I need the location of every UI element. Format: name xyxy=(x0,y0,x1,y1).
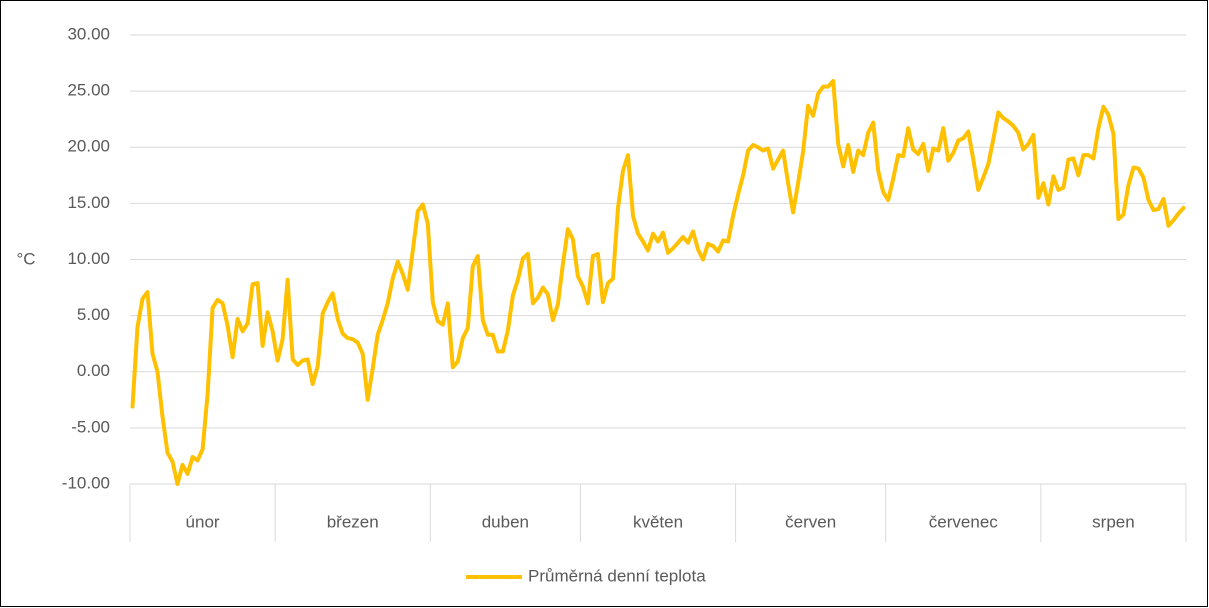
y-tick-label: 10.00 xyxy=(67,249,110,268)
y-tick-label: 30.00 xyxy=(67,24,110,43)
x-tick-label: březen xyxy=(327,512,379,531)
y-tick-label: 5.00 xyxy=(77,305,110,324)
x-tick-label: únor xyxy=(186,512,220,531)
y-tick-label: 25.00 xyxy=(67,81,110,100)
x-tick-label: srpen xyxy=(1092,512,1135,531)
y-tick-label: -10.00 xyxy=(62,473,110,492)
x-tick-label: červenec xyxy=(929,512,998,531)
y-axis-label: °C xyxy=(16,249,35,268)
y-tick-label: 15.00 xyxy=(67,193,110,212)
x-tick-label: duben xyxy=(482,512,529,531)
x-tick-label: květen xyxy=(633,512,683,531)
y-tick-label: 0.00 xyxy=(77,361,110,380)
y-tick-label: 20.00 xyxy=(67,137,110,156)
legend-label: Průměrná denní teplota xyxy=(528,566,706,585)
y-tick-label: -5.00 xyxy=(71,417,110,436)
data-line xyxy=(130,79,1186,486)
x-tick-label: červen xyxy=(785,512,836,531)
